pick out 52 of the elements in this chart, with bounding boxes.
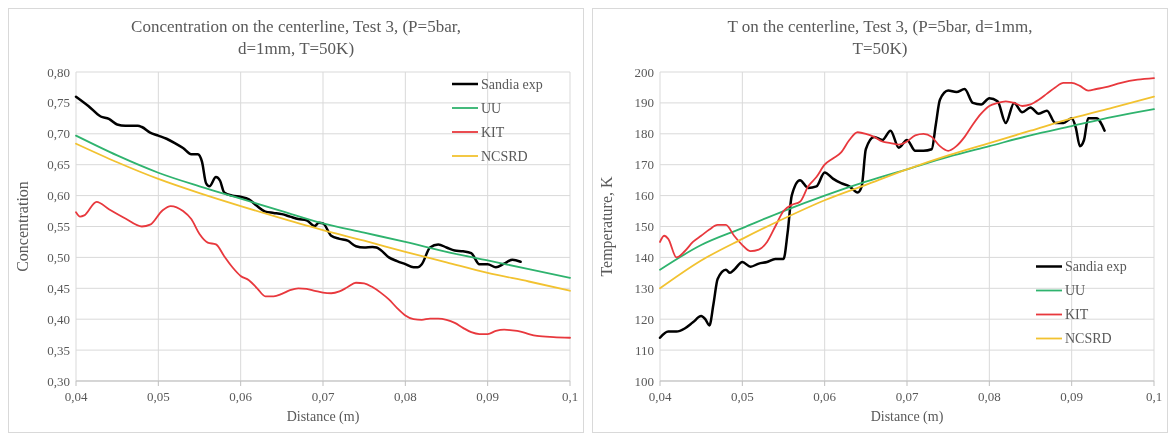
y-tick-label: 170 bbox=[634, 157, 654, 173]
y-tick-label: 110 bbox=[634, 342, 654, 358]
x-tick-label: 0,05 bbox=[730, 389, 754, 404]
y-axis-title: Concentration bbox=[14, 181, 31, 272]
y-tick-label: 0,70 bbox=[47, 126, 70, 142]
legend-label: UU bbox=[1065, 283, 1086, 299]
y-tick-label: 0,30 bbox=[47, 373, 70, 389]
y-tick-label: 100 bbox=[634, 373, 654, 389]
y-tick-label: 0,80 bbox=[47, 64, 70, 80]
legend-label: NCSRD bbox=[481, 148, 528, 164]
y-tick-label: 160 bbox=[634, 188, 654, 204]
line-series bbox=[75, 200, 571, 339]
y-axis-title: Temperature, K bbox=[598, 175, 616, 277]
x-tick-label: 0,07 bbox=[895, 389, 919, 404]
legend-label: Sandia exp bbox=[481, 76, 543, 92]
y-tick-label: 200 bbox=[634, 64, 654, 80]
chart-title: Concentration on the centerline, Test 3, (P=5bar, d=1mm, T=50K) bbox=[131, 17, 461, 58]
y-tick-label: 0,35 bbox=[47, 342, 70, 358]
x-tick-label: 0,09 bbox=[1060, 389, 1084, 404]
x-tick-label: 0,08 bbox=[393, 389, 417, 404]
legend-label: KIT bbox=[481, 124, 505, 140]
x-tick-label: 0,1 bbox=[561, 389, 579, 404]
y-tick-label: 150 bbox=[634, 219, 654, 235]
legend-label: Sandia exp bbox=[1065, 259, 1127, 275]
x-tick-label: 0,06 bbox=[813, 389, 837, 404]
y-tick-label: 0,65 bbox=[47, 157, 70, 173]
x-tick-label: 0,07 bbox=[311, 389, 335, 404]
legend-label: NCSRD bbox=[1065, 331, 1112, 347]
line-series bbox=[659, 77, 1155, 259]
x-tick-label: 0,04 bbox=[648, 389, 672, 404]
y-tick-label: 0,40 bbox=[47, 311, 70, 327]
y-tick-label: 180 bbox=[634, 126, 654, 142]
y-tick-label: 0,60 bbox=[47, 188, 70, 204]
y-tick-label: 0,50 bbox=[47, 249, 70, 265]
chart-title: T on the centerline, Test 3, (P=5bar, d=1mm, T=50K) bbox=[727, 17, 1033, 58]
x-tick-label: 0,06 bbox=[229, 389, 253, 404]
y-tick-label: 0,75 bbox=[47, 95, 70, 111]
legend-label: KIT bbox=[1065, 307, 1089, 323]
x-axis-title: Distance (m) bbox=[286, 409, 360, 425]
x-tick-label: 0,04 bbox=[64, 389, 88, 404]
y-tick-label: 130 bbox=[634, 280, 654, 296]
y-tick-label: 120 bbox=[634, 311, 654, 327]
y-tick-label: 0,55 bbox=[47, 219, 70, 235]
y-tick-label: 140 bbox=[634, 249, 654, 265]
legend-label: UU bbox=[481, 100, 502, 116]
y-tick-label: 190 bbox=[634, 95, 654, 111]
x-tick-label: 0,1 bbox=[1145, 389, 1163, 404]
x-tick-label: 0,09 bbox=[476, 389, 500, 404]
x-tick-label: 0,05 bbox=[146, 389, 170, 404]
y-tick-label: 0,45 bbox=[47, 280, 70, 296]
x-axis-title: Distance (m) bbox=[870, 409, 944, 425]
x-tick-label: 0,08 bbox=[977, 389, 1001, 404]
